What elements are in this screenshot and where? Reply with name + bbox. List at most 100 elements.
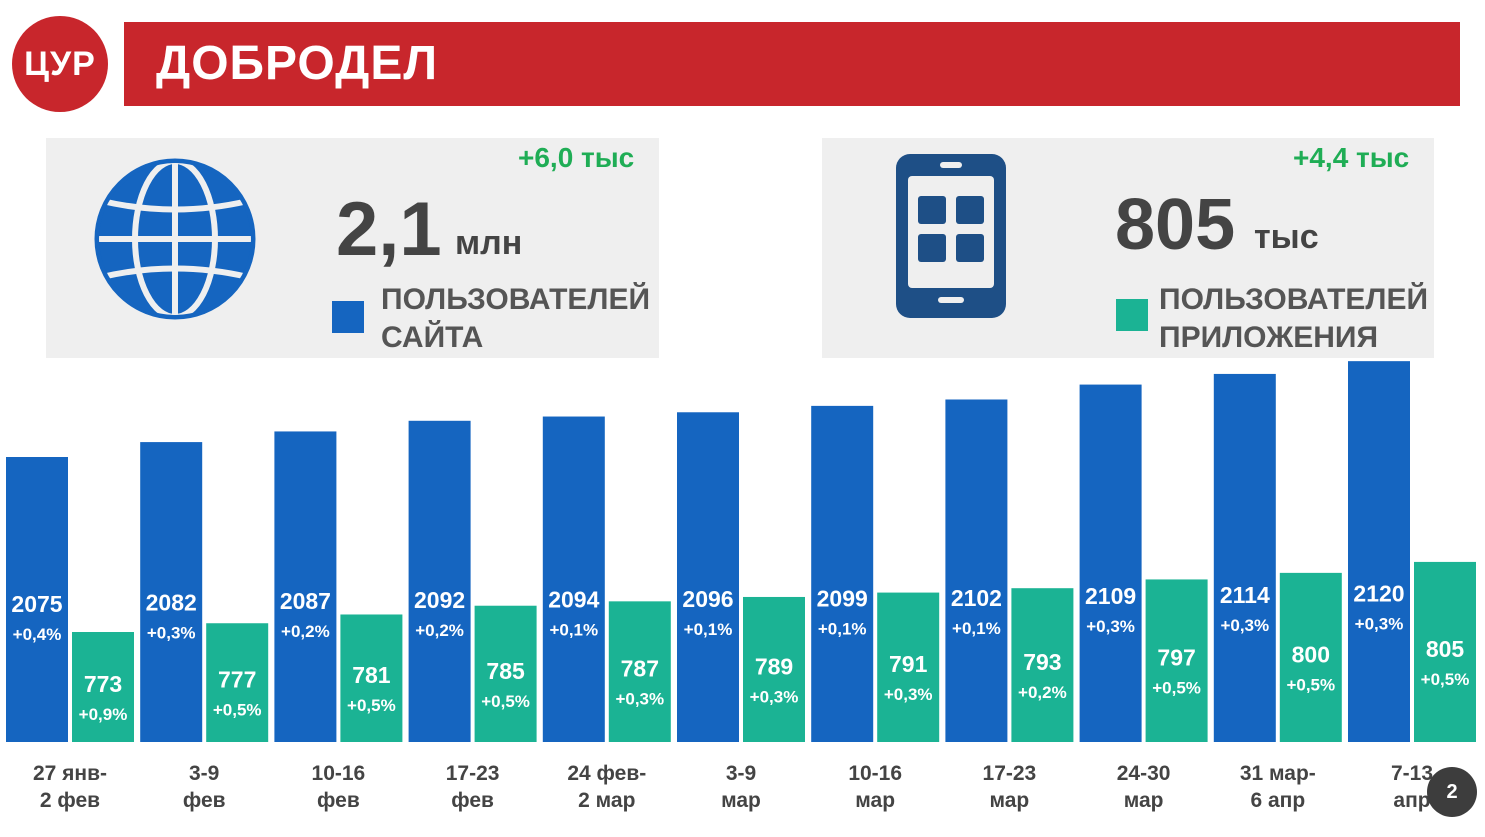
site-bar [1213,373,1276,742]
site-users-unit: млн [455,224,523,262]
x-tick-label: 24-30 мар [1074,760,1214,814]
app-caption-line2: ПРИЛОЖЕНИЯ [1159,321,1379,354]
site-value-label: 2092 [414,587,465,613]
app-growth-label: +0,5% [1152,679,1201,698]
x-tick-label-line: фев [317,789,360,812]
x-tick-label: 10-16 фев [268,760,408,814]
site-growth-label: +0,2% [281,622,330,641]
site-value-label: 2096 [682,586,733,612]
x-tick-label-line: 3-9 [725,762,757,785]
site-value-label: 2114 [1220,582,1270,608]
site-bar [542,416,605,742]
app-bar [1279,572,1342,742]
site-caption-line2: САЙТА [381,321,484,354]
site-delta: +6,0 тыс [518,142,635,173]
x-tick-label-line: 27 янв- [32,762,108,785]
x-tick-label: 10-16 мар [805,760,945,814]
site-bar [6,457,68,742]
app-caption-line1: ПОЛЬЗОВАТЕЛЕЙ [1159,283,1429,316]
app-growth-label: +0,5% [347,696,396,715]
site-growth-label: +0,3% [147,623,196,642]
app-bar [1145,579,1208,742]
app-growth-label: +0,9% [79,705,128,724]
site-growth-label: +0,1% [818,619,867,638]
site-value-label: 2109 [1085,583,1136,609]
app-value-label: 797 [1157,645,1195,671]
x-tick-label-line: 24 фев- [567,762,647,785]
app-value-label: 789 [755,653,793,679]
app-bar [1011,588,1074,742]
site-caption-line1: ПОЛЬЗОВАТЕЛЕЙ [381,283,651,316]
smartphone-icon [896,154,1006,318]
app-bar [877,592,940,742]
site-users-value: 2,1 [336,187,442,272]
site-bar [140,442,203,742]
site-bar [1079,384,1142,742]
site-value-label: 2075 [11,591,62,617]
app-growth-label: +0,3% [615,690,664,709]
x-tick-label-line: апр [1393,789,1431,812]
x-tick-label-line: 2 фев [39,789,101,812]
app-value-label: 773 [84,671,122,697]
app-bar [608,601,671,742]
app-bar [206,623,269,742]
logo-text: ЦУР [24,44,96,83]
x-tick-label: 7-13 апр [1342,760,1482,814]
site-growth-label: +0,4% [13,625,62,644]
site-growth-label: +0,2% [415,621,464,640]
x-tick-label-line: мар [989,789,1030,812]
app-users-value: 805 [1115,185,1236,265]
app-value-label: 800 [1292,641,1330,667]
app-growth-label: +0,3% [884,685,933,704]
app-growth-label: +0,5% [213,701,262,720]
site-value-label: 2099 [817,585,868,611]
app-value-label: 793 [1023,649,1061,675]
x-tick-label: 27 янв- 2 фев [0,760,140,814]
site-value-label: 2087 [280,588,331,614]
site-value-label: 2094 [548,587,599,613]
site-bar [408,420,471,742]
site-growth-label: +0,1% [952,619,1001,638]
site-growth-label: +0,3% [1220,616,1269,635]
x-tick-label-line: 17-23 [445,762,500,785]
x-tick-label-line: фев [451,789,494,812]
x-tick-label-line: мар [1123,789,1164,812]
app-growth-label: +0,3% [750,687,799,706]
site-value-label: 2120 [1353,581,1404,607]
cur-logo: ЦУР [12,16,108,112]
site-value-label: 2102 [951,585,1002,611]
site-bar [274,431,337,742]
app-growth-label: +0,2% [1018,683,1067,702]
site-growth-label: +0,3% [1086,617,1135,636]
app-value-label: 805 [1426,636,1465,662]
site-value-label: 2082 [146,589,197,615]
app-legend-swatch [1116,299,1148,331]
x-tick-label: 17-23 мар [939,760,1079,814]
site-growth-label: +0,3% [1355,615,1404,634]
app-value-label: 791 [889,651,928,677]
app-bar [72,632,134,742]
site-growth-label: +0,1% [549,621,598,640]
site-legend-swatch [332,301,364,333]
page-number: 2 [1427,767,1477,817]
x-tick-label-line: мар [855,789,896,812]
app-bar [743,596,805,742]
site-bar [1348,361,1410,742]
app-value-label: 781 [352,662,391,688]
app-value-label: 787 [621,656,659,682]
app-growth-label: +0,5% [1421,670,1470,689]
app-users-unit: тыс [1254,218,1319,256]
page-title: ДОБРОДЕЛ [156,37,439,90]
app-bar [474,605,537,742]
x-tick-label-line: 7-13 [1390,762,1434,785]
app-growth-label: +0,5% [1286,675,1335,694]
site-caption: ПОЛЬЗОВАТЕЛЕЙ САЙТА [381,281,650,357]
app-value-label: 785 [486,658,525,684]
x-tick-label-line: 24-30 [1116,762,1171,785]
site-bar [677,412,739,742]
x-tick-label-line: 17-23 [982,762,1037,785]
x-tick-label-line: 10-16 [848,762,903,785]
x-tick-label: 24 фев- 2 мар [537,760,677,814]
x-tick-label-line: фев [182,789,226,812]
